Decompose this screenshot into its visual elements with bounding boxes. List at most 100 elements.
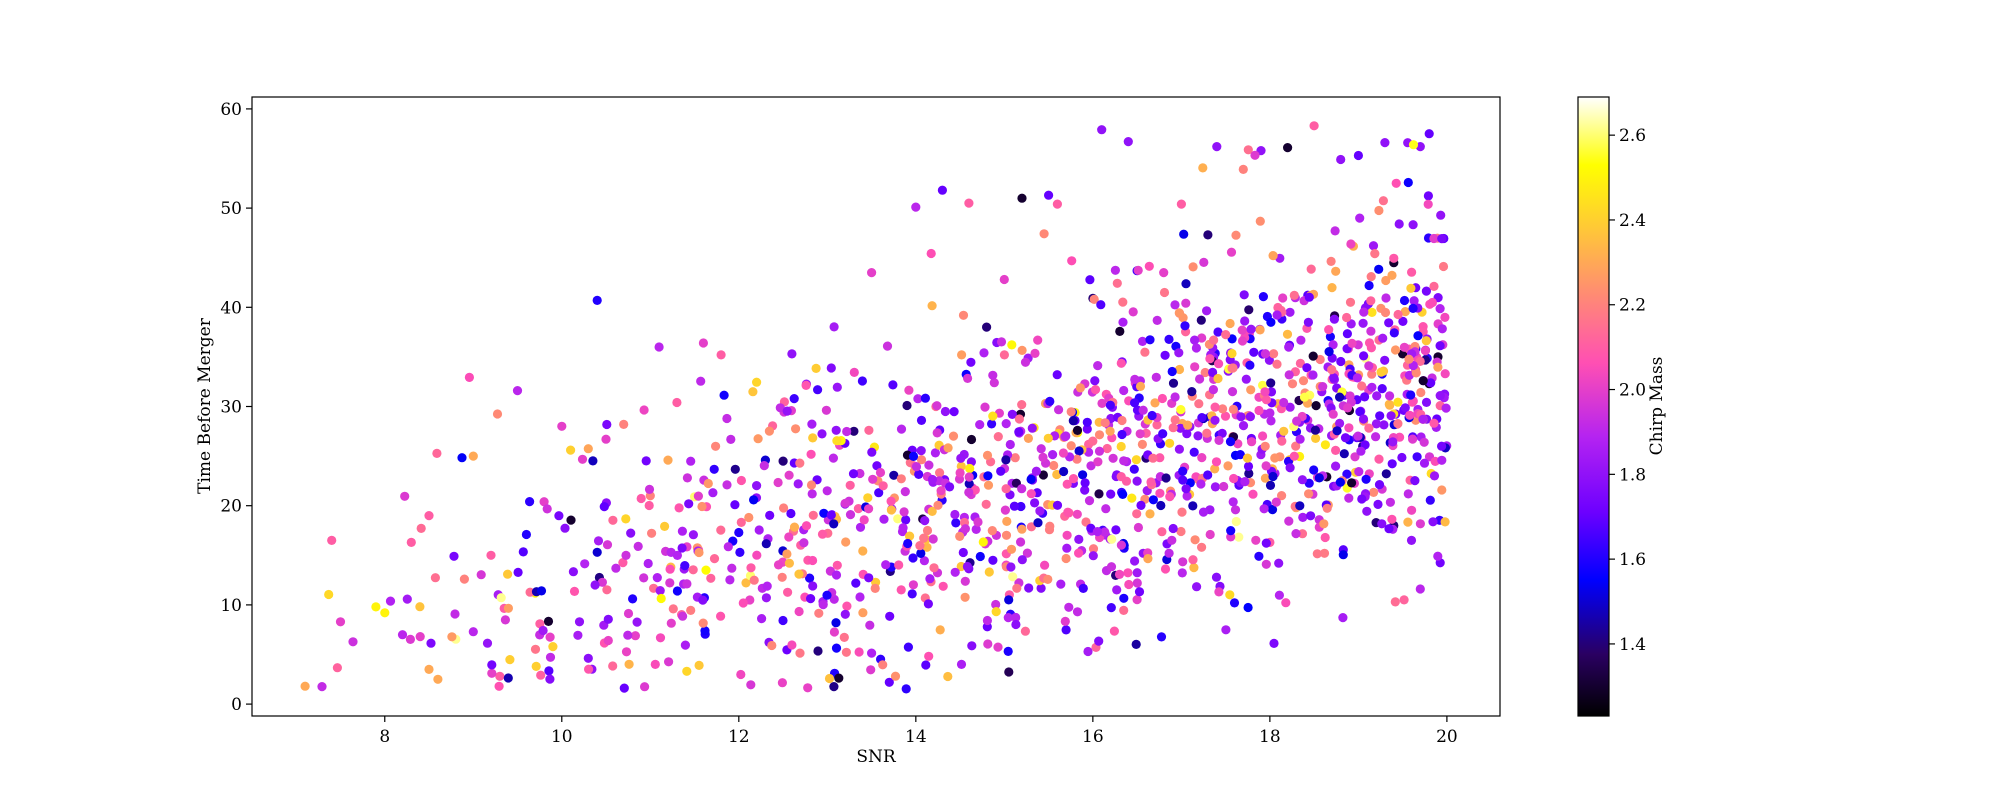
data-point [1164,334,1174,344]
data-point [806,480,817,490]
data-point [1269,349,1279,359]
data-point [1426,378,1436,388]
data-point [716,611,726,621]
data-point [1433,362,1443,372]
data-point [1279,397,1289,408]
data-point [983,639,993,649]
x-tick-label: 8 [379,727,390,747]
data-point [1188,262,1198,272]
data-point [1096,300,1106,310]
data-point [749,495,759,505]
data-point [1211,572,1222,582]
data-point [1016,501,1026,512]
data-point [539,497,549,507]
data-point [1385,497,1395,507]
data-point [773,477,783,488]
data-point [842,601,852,611]
data-point [530,644,541,654]
data-point [1112,585,1122,595]
data-point [958,547,968,558]
data-point [1190,335,1200,345]
data-point [1238,164,1248,174]
data-point [983,480,994,490]
data-point [487,668,497,678]
data-point [1433,551,1443,561]
data-point [677,543,687,553]
data-point [1320,532,1330,543]
data-point [1049,460,1059,471]
data-point [1338,550,1348,560]
data-point [682,666,692,676]
data-point [1356,446,1366,456]
data-point [1174,308,1184,318]
data-point [1284,516,1294,526]
data-point [859,515,869,525]
data-point [1368,241,1379,251]
data-point [1358,318,1368,328]
data-point [643,558,653,569]
data-point [1403,489,1413,499]
data-point [656,593,666,604]
data-point [1003,613,1013,623]
data-point [1164,548,1174,558]
data-point [1181,298,1191,308]
data-point [632,617,642,627]
data-point [1116,358,1126,368]
data-point [818,600,828,610]
data-point [1234,532,1244,542]
data-point [1132,568,1142,578]
data-point [956,453,966,463]
data-point [1287,379,1298,389]
data-point [584,664,594,674]
data-point [1011,612,1021,623]
data-point [1340,433,1351,443]
data-point [686,456,696,466]
data-point [1102,443,1112,454]
data-point [317,682,327,692]
data-point [782,549,792,559]
data-point [1266,416,1276,426]
data-point [888,380,898,390]
data-point [1387,514,1397,524]
data-point [545,652,556,662]
data-point [919,556,930,566]
colorbar-tick-label: 2.6 [1619,126,1646,146]
data-point [849,367,859,377]
data-point [1421,397,1432,407]
data-point [1338,613,1348,623]
data-point [548,642,558,652]
data-point [621,647,632,657]
data-point [1346,239,1356,249]
data-point [1007,340,1017,350]
data-point [1064,602,1074,612]
data-point [698,618,708,628]
data-point [1366,326,1376,336]
data-point [752,550,762,560]
data-point [829,682,839,692]
data-point [688,530,699,540]
data-point [1397,452,1407,463]
data-point [1188,501,1198,511]
data-point [1088,544,1099,554]
data-point [905,531,915,541]
data-point [709,464,719,474]
data-point [1274,590,1284,600]
data-point [1007,409,1017,419]
data-point [727,563,737,573]
data-point [982,322,992,332]
data-point [1354,467,1364,477]
data-point [1264,355,1274,365]
data-point [821,405,832,415]
data-point [937,185,948,195]
data-point [599,502,609,512]
data-point [1196,315,1206,325]
data-point [1118,317,1128,327]
data-point [841,537,851,547]
data-point [1357,381,1367,391]
data-point [1393,309,1403,320]
data-point [543,616,554,627]
data-point [1001,455,1011,465]
data-point [839,632,849,643]
data-point [1026,489,1036,499]
data-point [1026,522,1036,532]
